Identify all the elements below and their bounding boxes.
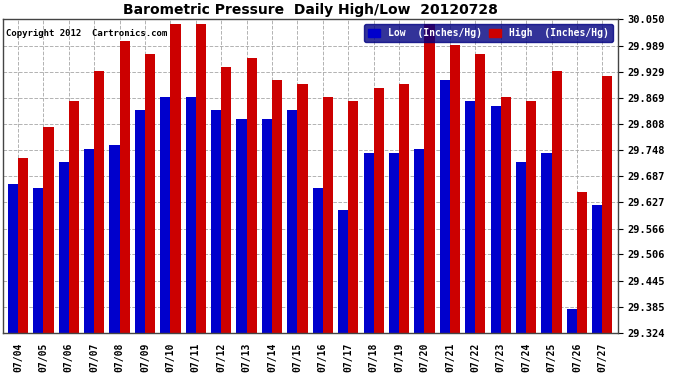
Bar — [465, 102, 475, 333]
Bar — [43, 128, 54, 333]
Bar — [516, 162, 526, 333]
Bar — [297, 84, 308, 333]
Bar — [450, 45, 460, 333]
Bar — [170, 24, 181, 333]
Text: Copyright 2012  Cartronics.com: Copyright 2012 Cartronics.com — [6, 29, 167, 38]
Bar — [440, 80, 450, 333]
Bar — [374, 88, 384, 333]
Bar — [338, 210, 348, 333]
Bar — [18, 158, 28, 333]
Bar — [8, 184, 18, 333]
Bar — [491, 106, 501, 333]
Bar — [399, 84, 409, 333]
Bar — [526, 102, 536, 333]
Bar — [287, 110, 297, 333]
Bar — [348, 102, 358, 333]
Bar — [262, 119, 272, 333]
Bar — [33, 188, 43, 333]
Bar — [542, 153, 551, 333]
Bar — [211, 110, 221, 333]
Bar — [145, 54, 155, 333]
Bar — [246, 58, 257, 333]
Legend: Low  (Inches/Hg), High  (Inches/Hg): Low (Inches/Hg), High (Inches/Hg) — [364, 24, 613, 42]
Bar — [196, 24, 206, 333]
Bar — [119, 41, 130, 333]
Bar — [602, 75, 613, 333]
Bar — [59, 162, 69, 333]
Bar — [237, 119, 246, 333]
Bar — [566, 309, 577, 333]
Bar — [221, 67, 231, 333]
Bar — [475, 54, 486, 333]
Bar — [135, 110, 145, 333]
Bar — [186, 97, 196, 333]
Bar — [69, 102, 79, 333]
Bar — [160, 97, 170, 333]
Bar — [577, 192, 587, 333]
Bar — [501, 97, 511, 333]
Bar — [414, 149, 424, 333]
Bar — [272, 80, 282, 333]
Bar — [313, 188, 323, 333]
Bar — [364, 153, 374, 333]
Bar — [424, 24, 435, 333]
Bar — [323, 97, 333, 333]
Bar — [592, 205, 602, 333]
Bar — [110, 145, 119, 333]
Bar — [84, 149, 95, 333]
Title: Barometric Pressure  Daily High/Low  20120728: Barometric Pressure Daily High/Low 20120… — [123, 3, 497, 17]
Bar — [551, 71, 562, 333]
Bar — [95, 71, 104, 333]
Bar — [389, 153, 399, 333]
